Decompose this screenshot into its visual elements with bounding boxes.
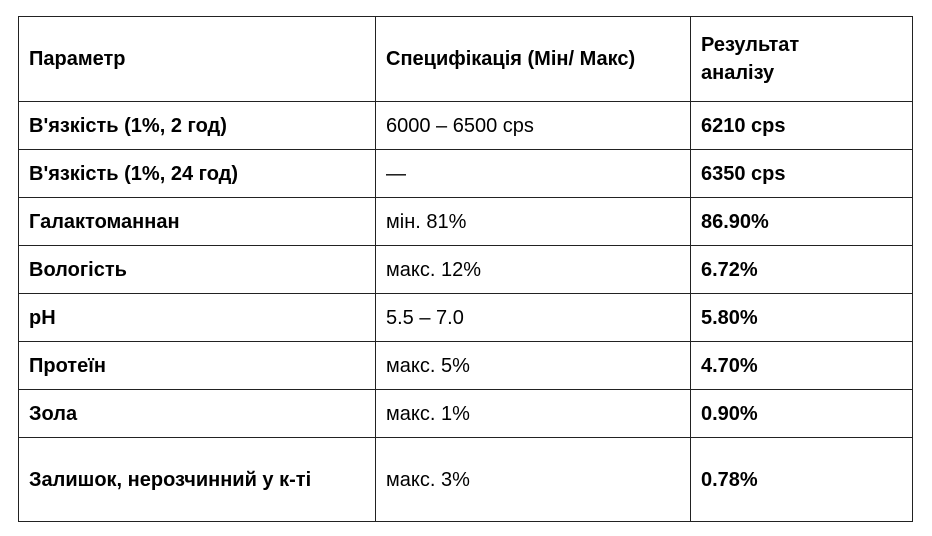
spec-table: Параметр Специфікація (Мін/ Макс) Результа… [18,16,913,522]
cell-text: — [386,162,406,185]
table-cell: Протеїн [18,341,376,390]
table-cell: Галактоманнан [18,197,376,246]
header-text: Специфікація (Мін/ Макс) [386,48,636,70]
header-text: Результат аналізу [701,34,800,84]
table-row: Зола макс. 1% 0.90% [18,389,913,438]
header-row: Параметр Специфікація (Мін/ Макс) Результа… [18,16,913,102]
cell-text: 4.70% [701,354,758,377]
cell-text: 0.90% [701,402,758,425]
table-cell: 5.80% [690,293,913,342]
table-cell: 0.90% [690,389,913,438]
table-cell: В'язкість (1%, 2 год) [18,101,376,150]
table-cell: Зола [18,389,376,438]
table-cell: 6210 cps [690,101,913,150]
cell-text: макс. 1% [386,402,470,425]
cell-text: 5.80% [701,306,758,329]
cell-text: Зола [29,402,78,425]
table-cell: — [375,149,691,198]
cell-text: макс. 12% [386,258,481,281]
cell-text: 6.72% [701,258,758,281]
table-row: В'язкість (1%, 2 год) 6000 – 6500 cps 6210… [18,101,913,150]
table-cell: 5.5 – 7.0 [375,293,691,342]
header-cell: Параметр [18,16,376,102]
table-cell: мін. 81% [375,197,691,246]
cell-text: Протеїн [29,354,106,377]
cell-text: 6350 cps [701,162,786,185]
table-cell: макс. 1% [375,389,691,438]
cell-text: 6210 cps [701,114,786,137]
cell-text: мін. 81% [386,210,467,233]
cell-text: 86.90% [701,210,769,233]
table-row: Протеїн макс. 5% 4.70% [18,341,913,390]
header-cell: Специфікація (Мін/ Макс) [375,16,691,102]
table-row: Вологість макс. 12% 6.72% [18,245,913,294]
cell-text: 6000 – 6500 cps [386,114,534,137]
table-body: Параметр Специфікація (Мін/ Макс) Результа… [18,16,913,522]
cell-text: pH [29,306,56,329]
table-cell: 86.90% [690,197,913,246]
cell-text: В'язкість (1%, 24 год) [29,162,239,185]
table-cell: pH [18,293,376,342]
table-cell: В'язкість (1%, 24 год) [18,149,376,198]
table-row: pH 5.5 – 7.0 5.80% [18,293,913,342]
table-row: В'язкість (1%, 24 год) — 6350 cps [18,149,913,198]
table-cell: 6350 cps [690,149,913,198]
cell-text: Вологість [29,258,127,281]
header-text: Параметр [29,48,126,70]
cell-text: макс. 3% [386,468,470,491]
table-cell: 6.72% [690,245,913,294]
cell-text: Залишок, нерозчинний у к-ті [29,468,312,491]
cell-text: В'язкість (1%, 2 год) [29,114,227,137]
table-cell: Залишок, нерозчинний у к-ті [18,437,376,522]
table-row: Галактоманнан мін. 81% 86.90% [18,197,913,246]
table-cell: Вологість [18,245,376,294]
table-cell: 0.78% [690,437,913,522]
cell-text: 5.5 – 7.0 [386,306,464,329]
cell-text: Галактоманнан [29,210,180,233]
table-row: Залишок, нерозчинний у к-ті макс. 3% 0.78% [18,437,913,522]
header-cell: Результат аналізу [690,16,913,102]
table-cell: макс. 5% [375,341,691,390]
table-cell: макс. 3% [375,437,691,522]
table-cell: 4.70% [690,341,913,390]
cell-text: 0.78% [701,468,758,491]
table-cell: макс. 12% [375,245,691,294]
cell-text: макс. 5% [386,354,470,377]
table-cell: 6000 – 6500 cps [375,101,691,150]
